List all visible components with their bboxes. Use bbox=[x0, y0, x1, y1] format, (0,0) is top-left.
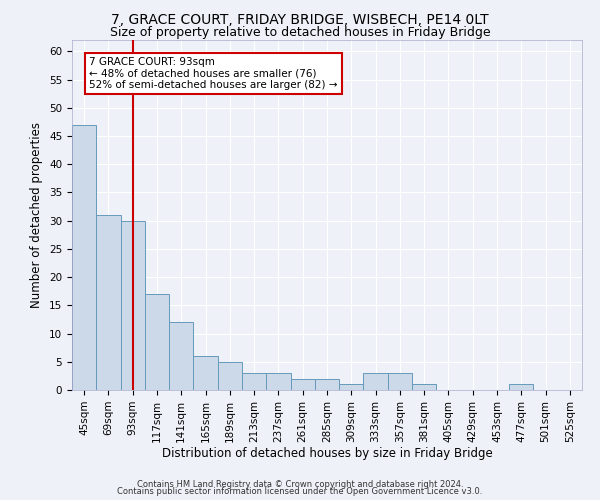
Bar bbox=[218, 362, 242, 390]
X-axis label: Distribution of detached houses by size in Friday Bridge: Distribution of detached houses by size … bbox=[161, 448, 493, 460]
Bar bbox=[96, 215, 121, 390]
Bar bbox=[121, 220, 145, 390]
Text: Contains HM Land Registry data © Crown copyright and database right 2024.: Contains HM Land Registry data © Crown c… bbox=[137, 480, 463, 489]
Bar bbox=[193, 356, 218, 390]
Bar bbox=[388, 373, 412, 390]
Bar bbox=[266, 373, 290, 390]
Text: 7 GRACE COURT: 93sqm
← 48% of detached houses are smaller (76)
52% of semi-detac: 7 GRACE COURT: 93sqm ← 48% of detached h… bbox=[89, 57, 337, 90]
Bar bbox=[72, 124, 96, 390]
Bar bbox=[145, 294, 169, 390]
Text: Size of property relative to detached houses in Friday Bridge: Size of property relative to detached ho… bbox=[110, 26, 490, 39]
Bar bbox=[315, 378, 339, 390]
Bar bbox=[339, 384, 364, 390]
Text: 7, GRACE COURT, FRIDAY BRIDGE, WISBECH, PE14 0LT: 7, GRACE COURT, FRIDAY BRIDGE, WISBECH, … bbox=[111, 12, 489, 26]
Bar bbox=[364, 373, 388, 390]
Bar bbox=[290, 378, 315, 390]
Bar bbox=[169, 322, 193, 390]
Bar bbox=[509, 384, 533, 390]
Text: Contains public sector information licensed under the Open Government Licence v3: Contains public sector information licen… bbox=[118, 488, 482, 496]
Y-axis label: Number of detached properties: Number of detached properties bbox=[31, 122, 43, 308]
Bar bbox=[242, 373, 266, 390]
Bar bbox=[412, 384, 436, 390]
